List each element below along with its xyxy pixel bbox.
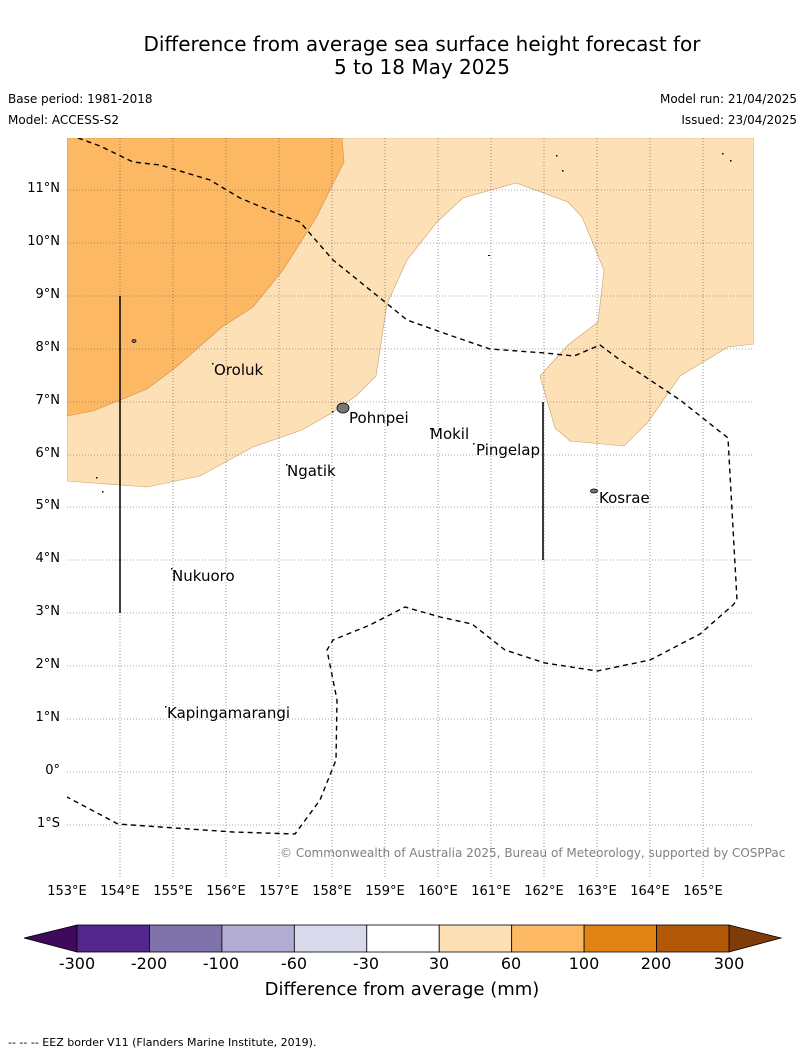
colorbar	[23, 924, 783, 953]
place-oroluk: Oroluk	[214, 361, 263, 379]
colorbar-tick: -200	[130, 954, 168, 973]
lon-label: 155°E	[153, 884, 193, 899]
lon-label: 154°E	[100, 884, 140, 899]
lat-label: 2°N	[35, 657, 61, 672]
colorbar-tick: 60	[500, 954, 522, 973]
lon-label: 161°E	[471, 884, 511, 899]
islands	[131, 339, 598, 494]
islet	[131, 339, 137, 343]
colorbar-cell	[366, 924, 440, 953]
model-run: Model run: 21/04/2025	[659, 92, 797, 106]
title-line-2: 5 to 18 May 2025	[334, 55, 510, 79]
lon-label: 159°E	[365, 884, 405, 899]
lon-label: 153°E	[47, 884, 87, 899]
place-kapingamarangi: Kapingamarangi	[167, 704, 290, 722]
colorbar-cell	[149, 924, 223, 953]
lon-label: 165°E	[683, 884, 723, 899]
lon-label: 156°E	[206, 884, 246, 899]
colorbar-cell	[656, 924, 730, 953]
lat-label: 0°	[45, 763, 60, 778]
eez-footnote: -- -- -- EEZ border V11 (Flanders Marine…	[8, 1036, 317, 1049]
lon-label: 158°E	[312, 884, 352, 899]
place-pingelap: Pingelap	[476, 441, 540, 459]
map-title: Difference from average sea surface heig…	[0, 33, 804, 79]
lon-label: 160°E	[418, 884, 458, 899]
place-ngatik: Ngatik	[287, 462, 336, 480]
colorbar-extend-low	[23, 924, 78, 953]
colorbar-tick: 30	[428, 954, 450, 973]
lon-label: 164°E	[630, 884, 670, 899]
lat-label: 3°N	[35, 604, 61, 619]
colorbar-cell	[511, 924, 585, 953]
base-period: Base period: 1981-2018	[8, 92, 153, 106]
colorbar-label: Difference from average (mm)	[264, 979, 540, 1000]
lon-label: 163°E	[577, 884, 617, 899]
place-mokil: Mokil	[430, 425, 469, 443]
colorbar-cell	[293, 924, 368, 953]
lat-label: 5°N	[35, 498, 61, 513]
lat-label: 4°N	[35, 551, 61, 566]
pohnpei-island	[336, 402, 350, 414]
lat-label: 8°N	[35, 340, 61, 355]
lat-label: 1°S	[36, 816, 60, 831]
kosrae-island	[590, 488, 598, 494]
colorbar-cell	[76, 924, 150, 953]
place-pohnpei: Pohnpei	[349, 409, 409, 427]
colorbar-tick: -30	[352, 954, 380, 973]
colorbar-cell	[221, 924, 295, 953]
lat-label: 10°N	[27, 234, 60, 249]
place-kosrae: Kosrae	[599, 489, 650, 507]
credit-text: © Commonwealth of Australia 2025, Bureau…	[280, 846, 786, 860]
title-line-1: Difference from average sea surface heig…	[143, 32, 701, 56]
colorbar-cell	[438, 924, 513, 953]
issued-date: Issued: 23/04/2025	[681, 113, 797, 127]
colorbar-cell	[583, 924, 657, 953]
model-name: Model: ACCESS-S2	[8, 113, 120, 127]
colorbar-tick: -100	[202, 954, 240, 973]
lat-label: 11°N	[27, 181, 60, 196]
lon-label: 162°E	[524, 884, 564, 899]
lat-label: 9°N	[35, 287, 61, 302]
lat-label: 6°N	[35, 446, 61, 461]
colorbar-tick: 300	[713, 954, 745, 973]
atoll-markers	[96, 153, 732, 708]
lat-label: 7°N	[35, 393, 61, 408]
colorbar-tick: -60	[280, 954, 308, 973]
graticule	[67, 138, 754, 879]
lon-label: 157°E	[259, 884, 299, 899]
colorbar-tick: -300	[58, 954, 96, 973]
colorbar-tick: 100	[568, 954, 600, 973]
colorbar-extend-high	[728, 924, 783, 953]
lat-label: 1°N	[35, 710, 61, 725]
place-nukuoro: Nukuoro	[172, 567, 235, 585]
colorbar-tick: 200	[640, 954, 672, 973]
eez-border	[67, 138, 738, 835]
anomaly-region-60-100	[67, 138, 345, 417]
